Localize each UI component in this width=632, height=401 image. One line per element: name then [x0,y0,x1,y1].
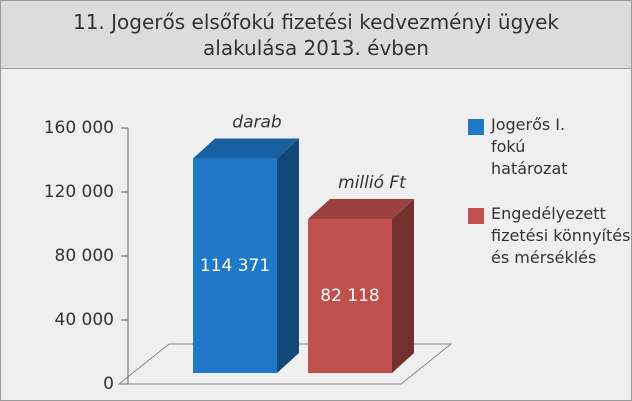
bar-top [193,138,299,159]
legend-swatch [468,119,484,135]
y-tick-label: 40 000 [55,310,114,330]
value-label: 82 118 [320,286,379,306]
floor [117,343,453,385]
y-tick-label: 80 000 [55,246,114,266]
bar-side [392,199,414,373]
bar-top [308,199,414,220]
legend-label: Jogerős I. fokú határozat [491,115,568,178]
chart-title: 11. Jogerős elsőfokú fizetési kedvezmény… [1,1,631,69]
bar-side [277,138,299,373]
bar [193,158,277,373]
y-tick-label: 120 000 [44,182,114,202]
value-label: 114 371 [200,256,270,276]
y-tick-label: 160 000 [44,118,114,138]
legend-label: Engedélyezett fizetési könnyítés és mérs… [491,204,631,267]
annotation: millió Ft [338,173,407,193]
legend-swatch [468,208,484,224]
y-tick-label: 0 [103,374,114,394]
annotation: darab [232,113,281,133]
bar [308,219,392,373]
